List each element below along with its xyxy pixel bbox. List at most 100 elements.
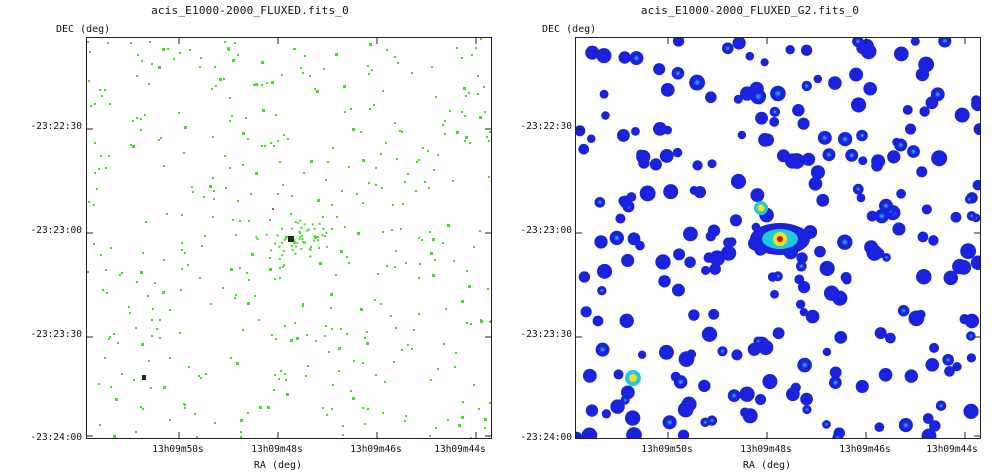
smoothed-blob	[758, 133, 772, 147]
event-pixel	[94, 103, 96, 105]
image-plot[interactable]	[86, 37, 492, 439]
event-pixel	[487, 288, 489, 290]
event-pixel	[350, 390, 352, 392]
event-pixel	[184, 407, 186, 409]
event-pixel	[113, 333, 115, 335]
smoothed-blob	[802, 404, 812, 415]
event-pixel	[246, 272, 248, 274]
smoothed-blob	[597, 263, 613, 279]
event-pixel	[264, 145, 266, 147]
y-axis-label: DEC (deg)	[56, 24, 111, 35]
smoothed-blob	[897, 304, 910, 317]
smoothed-blob	[631, 126, 640, 136]
event-pixel	[286, 393, 289, 396]
fluxed-image	[87, 38, 491, 438]
smoothed-blob	[581, 427, 598, 438]
event-pixel	[247, 412, 249, 414]
smoothed-blob	[964, 194, 974, 204]
event-pixel	[205, 373, 207, 375]
event-pixel	[478, 408, 480, 410]
event-pixel	[442, 124, 444, 126]
smoothed-blob	[828, 376, 842, 389]
event-pixel	[271, 334, 273, 336]
event-pixel	[223, 78, 225, 80]
event-pixel	[179, 52, 181, 54]
event-pixel	[256, 238, 259, 241]
event-pixel	[443, 343, 445, 345]
smoothed-blob	[935, 400, 947, 411]
event-pixel	[464, 115, 466, 117]
smoothed-blob	[701, 326, 718, 342]
smoothed-blob	[617, 128, 630, 142]
event-pixel	[322, 227, 325, 230]
event-pixel	[265, 233, 268, 236]
event-pixel	[169, 419, 171, 421]
x-tick-label: 13h09m46s	[350, 444, 402, 455]
smoothed-blob	[601, 409, 612, 419]
smoothed-blob	[700, 417, 711, 428]
smoothed-blob	[732, 38, 746, 50]
event-pixel	[304, 241, 307, 244]
event-pixel	[158, 139, 160, 141]
smoothed-blob	[822, 420, 831, 429]
event-pixel	[352, 397, 355, 400]
event-pixel	[88, 80, 90, 82]
event-pixel	[284, 235, 287, 238]
smoothed-blob	[671, 283, 685, 297]
event-pixel	[310, 246, 312, 248]
event-pixel	[121, 272, 123, 274]
smoothed-blob	[755, 111, 769, 125]
event-pixel	[397, 62, 399, 64]
smoothed-blob	[832, 290, 848, 306]
smoothed-blob	[596, 48, 612, 64]
event-pixel	[293, 241, 296, 244]
event-pixel	[362, 202, 364, 204]
event-pixel	[480, 319, 482, 321]
event-pixel	[427, 150, 429, 152]
event-pixel	[366, 342, 369, 345]
smoothed-blob	[885, 332, 896, 344]
image-plot[interactable]	[575, 37, 981, 439]
event-pixel	[415, 190, 417, 192]
event-pixel	[104, 357, 106, 359]
event-pixel	[281, 254, 284, 257]
smoothed-blob	[797, 357, 812, 373]
smoothed-blob	[851, 97, 867, 113]
event-pixel	[248, 220, 250, 222]
smoothed-blob	[709, 263, 721, 275]
smoothed-blob	[874, 327, 887, 340]
event-pixel	[214, 66, 216, 68]
event-pixel	[307, 365, 309, 367]
event-pixel	[434, 259, 436, 261]
event-pixel	[489, 131, 491, 133]
event-pixel	[479, 116, 482, 119]
event-pixel	[466, 322, 468, 324]
event-pixel	[416, 161, 418, 163]
smoothed-blob	[966, 211, 977, 221]
event-pixel	[306, 229, 309, 232]
event-pixel	[235, 294, 237, 296]
event-pixel	[259, 406, 262, 409]
event-pixel	[291, 195, 293, 197]
event-pixel	[215, 85, 217, 87]
event-pixel	[399, 130, 401, 132]
event-pixel	[93, 243, 95, 245]
event-pixel	[106, 292, 108, 294]
event-pixel	[231, 115, 233, 117]
smoothed-blob	[619, 313, 634, 328]
x-tick-label: 13h09m50s	[641, 444, 693, 455]
smoothed-blob	[594, 196, 606, 208]
event-pixel	[278, 378, 280, 380]
event-pixel	[322, 216, 324, 218]
event-pixel	[316, 90, 319, 93]
event-pixel	[326, 245, 329, 248]
event-pixel	[324, 335, 326, 337]
smoothed-blob	[959, 314, 970, 325]
event-pixel	[267, 406, 270, 409]
smoothed-blob	[929, 420, 941, 432]
smoothed-blob	[855, 379, 869, 394]
smoothed-blob	[817, 130, 832, 145]
smoothed-blob	[672, 38, 685, 47]
event-pixel	[269, 257, 271, 259]
event-pixel	[281, 74, 283, 76]
